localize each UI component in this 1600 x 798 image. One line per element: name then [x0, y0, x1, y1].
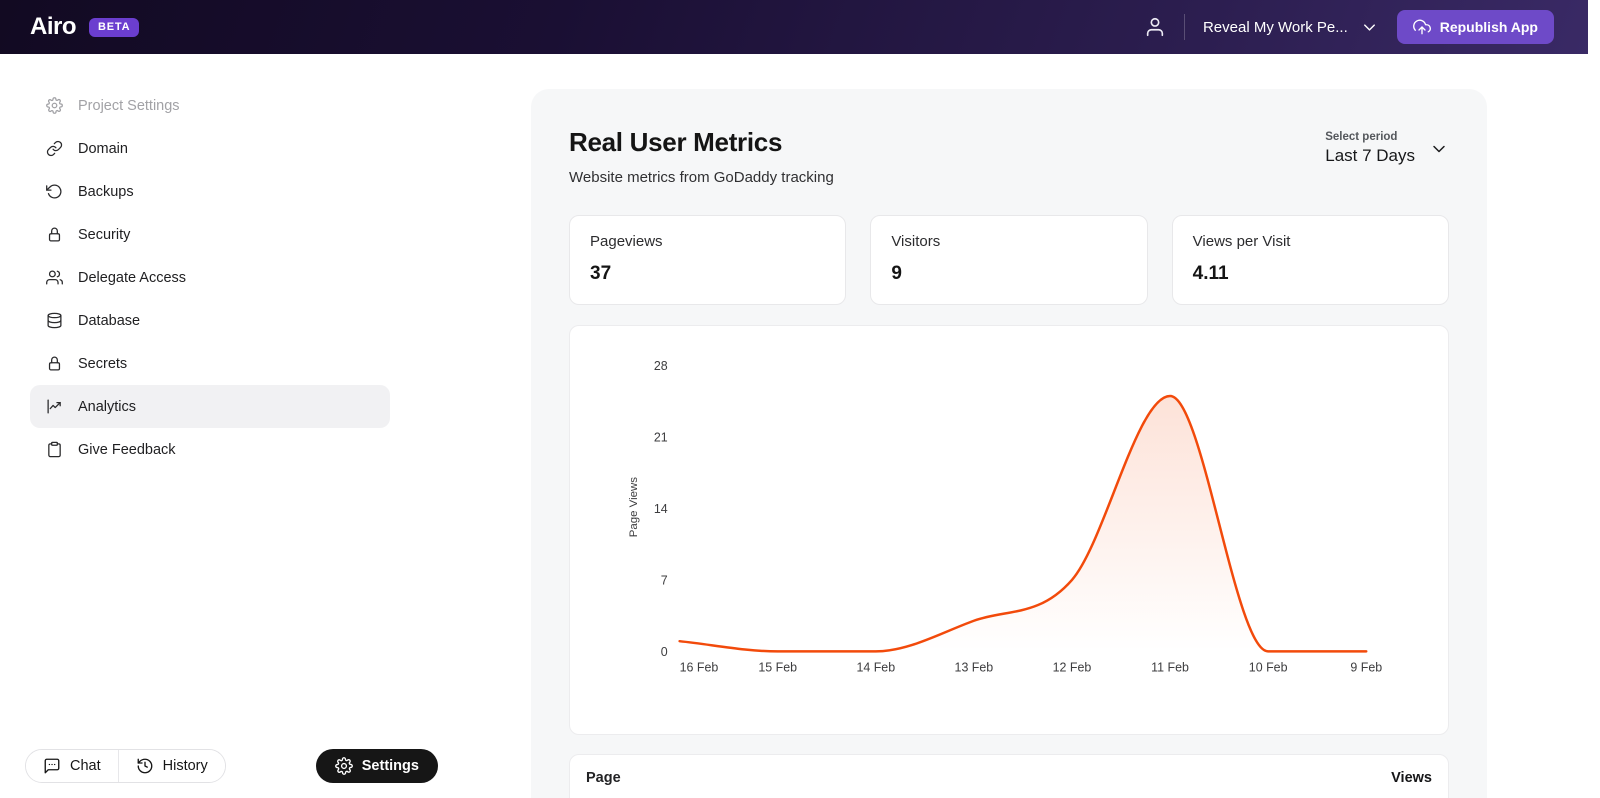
- x-tick-label: 12 Feb: [1053, 660, 1092, 674]
- users-icon: [46, 269, 63, 286]
- database-icon: [46, 312, 63, 329]
- page-subtitle: Website metrics from GoDaddy tracking: [569, 169, 834, 186]
- pages-table-card: Page Views: [569, 754, 1449, 798]
- sidebar-item-security[interactable]: Security: [30, 213, 390, 256]
- sidebar-item-label: Project Settings: [78, 97, 180, 114]
- x-tick-label: 10 Feb: [1249, 660, 1288, 674]
- column-header-page: Page: [586, 770, 621, 786]
- beta-badge: BETA: [89, 17, 140, 37]
- airo-logo: Airo: [30, 13, 77, 40]
- sidebar-item-backups[interactable]: Backups: [30, 170, 390, 213]
- lock-icon: [46, 355, 63, 372]
- chat-history-group: Chat History: [25, 749, 226, 783]
- project-switcher[interactable]: Reveal My Work Pe...: [1203, 18, 1379, 37]
- user-avatar-icon[interactable]: [1144, 16, 1166, 38]
- y-axis-title: Page Views: [628, 477, 640, 537]
- sidebar-item-label: Database: [78, 312, 141, 329]
- metric-card-views-per-visit: Views per Visit 4.11: [1171, 215, 1449, 305]
- metric-value: 37: [590, 263, 612, 284]
- clipboard-icon: [46, 441, 63, 458]
- settings-label: Settings: [361, 758, 419, 774]
- y-tick-label: 14: [654, 502, 668, 516]
- analytics-panel: Real User Metrics Website metrics from G…: [531, 89, 1487, 798]
- republish-app-button[interactable]: Republish App: [1396, 10, 1554, 44]
- sidebar-item-label: Security: [78, 226, 131, 243]
- project-name: Reveal My Work Pe...: [1202, 18, 1348, 36]
- footer-toolbar: Chat History Settings: [25, 749, 438, 783]
- pages-table-header: Page Views: [586, 770, 1432, 786]
- x-tick-label: 11 Feb: [1151, 660, 1189, 674]
- x-tick-label: 15 Feb: [758, 660, 797, 674]
- settings-button[interactable]: Settings: [315, 749, 438, 783]
- x-tick-label: 14 Feb: [856, 660, 895, 674]
- chat-bubbles-icon: [43, 757, 61, 775]
- metric-value: 4.11: [1192, 263, 1229, 284]
- logo-group: Airo BETA: [30, 13, 140, 41]
- metric-card-visitors: Visitors 9: [870, 215, 1148, 305]
- sidebar: Project Settings Domain Backups Security…: [30, 84, 390, 471]
- gear-icon: [46, 97, 63, 114]
- sidebar-item-label: Analytics: [78, 398, 137, 415]
- page-title: Real User Metrics: [569, 127, 783, 157]
- sidebar-item-secrets[interactable]: Secrets: [30, 342, 390, 385]
- period-texts: Select period Last 7 Days: [1325, 131, 1415, 166]
- y-tick-label: 21: [654, 430, 668, 444]
- title-block: Real User Metrics Website metrics from G…: [569, 127, 834, 186]
- metric-label: Visitors: [891, 233, 941, 250]
- chart-area-fill: [679, 395, 1367, 652]
- sidebar-item-analytics[interactable]: Analytics: [30, 385, 390, 428]
- line-chart-icon: [46, 398, 63, 415]
- period-selector[interactable]: Select period Last 7 Days: [1325, 131, 1449, 166]
- link-icon: [46, 140, 63, 157]
- pageviews-area-chart: 0 7 14 21 28 Page Views 16 Feb 15 Feb 14 Feb 13 F…: [628, 359, 1382, 674]
- history-button[interactable]: History: [117, 750, 225, 782]
- x-tick-label: 13 Feb: [955, 660, 994, 674]
- x-tick-label: 16 Feb: [680, 660, 719, 674]
- topbar-actions: Reveal My Work Pe... Republish App: [1144, 10, 1554, 44]
- gear-icon: [334, 757, 353, 775]
- y-tick-label: 7: [661, 573, 668, 587]
- metric-label: Pageviews: [590, 233, 663, 250]
- sidebar-item-project-settings[interactable]: Project Settings: [30, 84, 390, 127]
- republish-app-label: Republish App: [1439, 19, 1538, 35]
- y-tick-label: 0: [661, 645, 668, 659]
- history-label: History: [162, 758, 208, 774]
- sidebar-item-give-feedback[interactable]: Give Feedback: [30, 428, 390, 471]
- clock-history-icon: [136, 757, 154, 775]
- cloud-upload-icon: [1412, 18, 1431, 36]
- period-value: Last 7 Days: [1325, 146, 1415, 165]
- pageviews-chart-card: 0 7 14 21 28 Page Views 16 Feb 15 Feb 14 Feb 13 F…: [569, 325, 1449, 735]
- scrollbar-track[interactable]: [1588, 0, 1600, 798]
- sidebar-item-label: Give Feedback: [78, 441, 176, 458]
- sidebar-item-label: Delegate Access: [78, 269, 187, 286]
- panel-header: Real User Metrics Website metrics from G…: [569, 127, 1449, 186]
- sidebar-item-database[interactable]: Database: [30, 299, 390, 342]
- x-tick-label: 9 Feb: [1350, 660, 1382, 674]
- column-header-views: Views: [1391, 770, 1432, 786]
- sidebar-item-delegate-access[interactable]: Delegate Access: [30, 256, 390, 299]
- metric-card-pageviews: Pageviews 37: [569, 215, 847, 305]
- chevron-down-icon: [1360, 18, 1379, 37]
- period-label: Select period: [1325, 131, 1398, 143]
- chevron-down-icon: [1429, 139, 1449, 159]
- y-tick-label: 28: [654, 359, 668, 373]
- sidebar-item-domain[interactable]: Domain: [30, 127, 390, 170]
- chat-label: Chat: [70, 758, 101, 774]
- lock-icon: [46, 226, 63, 243]
- chat-button[interactable]: Chat: [26, 750, 118, 782]
- sidebar-item-label: Backups: [78, 183, 134, 200]
- metric-value: 9: [891, 263, 902, 284]
- sidebar-item-label: Secrets: [78, 355, 128, 372]
- metric-label: Views per Visit: [1192, 233, 1291, 250]
- topbar: Airo BETA Reveal My Work Pe... Republish…: [0, 0, 1600, 54]
- sidebar-item-label: Domain: [78, 140, 128, 157]
- restore-icon: [46, 183, 63, 200]
- topbar-divider: [1183, 14, 1185, 40]
- chart-line: [678, 394, 1368, 653]
- metrics-row: Pageviews 37 Visitors 9 Views per Visit …: [569, 215, 1449, 305]
